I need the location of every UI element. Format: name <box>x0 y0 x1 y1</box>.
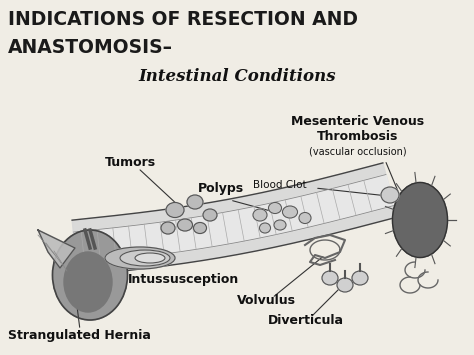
Polygon shape <box>73 175 394 264</box>
Ellipse shape <box>135 253 165 263</box>
Text: Intestinal Conditions: Intestinal Conditions <box>138 68 336 85</box>
Ellipse shape <box>105 247 175 269</box>
Ellipse shape <box>268 202 282 213</box>
Ellipse shape <box>337 278 353 292</box>
Polygon shape <box>38 230 75 268</box>
Ellipse shape <box>392 182 447 257</box>
Ellipse shape <box>166 202 184 218</box>
Ellipse shape <box>381 187 399 203</box>
Ellipse shape <box>187 195 203 209</box>
Ellipse shape <box>274 220 286 230</box>
Text: Polyps: Polyps <box>198 182 244 195</box>
Ellipse shape <box>177 219 192 231</box>
Ellipse shape <box>53 230 128 320</box>
Ellipse shape <box>352 271 368 285</box>
Text: ANASTOMOSIS–: ANASTOMOSIS– <box>8 38 173 57</box>
Ellipse shape <box>193 223 207 234</box>
Ellipse shape <box>299 213 311 224</box>
Ellipse shape <box>322 271 338 285</box>
Ellipse shape <box>203 209 217 221</box>
Text: Blood Clot: Blood Clot <box>253 180 307 190</box>
Text: Strangulated Hernia: Strangulated Hernia <box>8 328 151 342</box>
Text: Tumors: Tumors <box>105 157 156 169</box>
Ellipse shape <box>64 252 112 312</box>
Ellipse shape <box>259 223 271 233</box>
Ellipse shape <box>120 250 170 266</box>
Ellipse shape <box>161 222 175 234</box>
Ellipse shape <box>253 209 267 221</box>
Text: Diverticula: Diverticula <box>268 313 344 327</box>
Text: Intussusception: Intussusception <box>128 273 239 286</box>
Ellipse shape <box>283 206 298 218</box>
Text: Mesenteric Venous
Thrombosis: Mesenteric Venous Thrombosis <box>292 115 425 143</box>
Text: (vascular occlusion): (vascular occlusion) <box>309 147 407 157</box>
Polygon shape <box>72 163 397 276</box>
Text: Volvulus: Volvulus <box>237 294 296 306</box>
Text: INDICATIONS OF RESECTION AND: INDICATIONS OF RESECTION AND <box>8 10 358 29</box>
